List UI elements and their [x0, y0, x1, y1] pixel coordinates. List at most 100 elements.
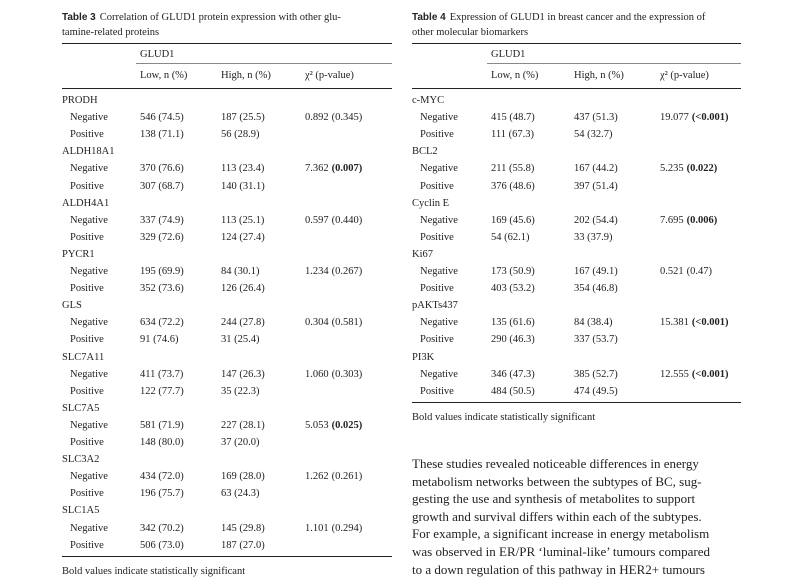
cell: 202 (54.4)	[574, 214, 618, 226]
cell: 138 (71.1)	[140, 129, 184, 141]
chi-stat: 5.235	[660, 163, 684, 175]
p-value: (0.025)	[331, 419, 363, 431]
chi-stat: 0.521	[660, 266, 684, 277]
paragraph-line: These studies revealed noticeable differ…	[412, 456, 699, 471]
p-value: (0.581)	[331, 317, 363, 329]
row-group: Cyclin E	[412, 197, 450, 209]
row-label: Negative	[420, 112, 458, 124]
cell: 54 (62.1)	[491, 231, 530, 243]
cell: 7.695 (0.006)	[660, 215, 717, 227]
row-label: Positive	[70, 539, 104, 551]
rule	[487, 63, 741, 64]
cell: 124 (27.4)	[221, 231, 265, 243]
cell: 346 (47.3)	[491, 368, 535, 380]
cell: 113 (23.4)	[221, 163, 265, 175]
cell: 0.521 (0.47)	[660, 266, 712, 278]
table-title-line: other molecular biomarkers	[412, 27, 529, 38]
cell: 5.235 (0.022)	[660, 163, 717, 175]
rule	[412, 43, 741, 44]
table-label: Table 4	[412, 12, 446, 23]
cell: 147 (26.3)	[221, 368, 265, 380]
cell: 385 (52.7)	[574, 368, 618, 380]
group-header: GLUD1	[491, 49, 526, 60]
chi-stat: 1.234	[305, 266, 329, 277]
p-value: (0.440)	[331, 214, 363, 226]
row-label: Positive	[70, 180, 104, 192]
rule	[412, 88, 741, 89]
row-group: c-MYC	[412, 95, 445, 106]
p-value: (0.47)	[686, 266, 712, 277]
table-title-line: Expression of GLUD1 in breast cancer and…	[449, 12, 706, 23]
cell: 342 (70.2)	[140, 522, 184, 534]
row-label: Positive	[420, 385, 454, 397]
p-value: (<0.001)	[691, 368, 729, 380]
cell: 211 (55.8)	[491, 163, 535, 175]
cell: 63 (24.3)	[221, 488, 260, 500]
cell: 1.234 (0.267)	[305, 266, 362, 278]
cell: 329 (72.6)	[140, 231, 184, 243]
chi-stat: 15.381	[660, 317, 689, 329]
cell: 484 (50.5)	[491, 385, 535, 397]
chi-stat: 7.362	[305, 163, 329, 175]
row-label: Positive	[420, 231, 454, 243]
row-label: Negative	[70, 112, 108, 124]
column-header: Low, n (%)	[140, 70, 188, 81]
cell: 111 (67.3)	[491, 129, 534, 141]
row-label: Negative	[70, 471, 108, 483]
cell: 84 (38.4)	[574, 317, 613, 329]
p-value: (0.022)	[686, 163, 718, 175]
chi-stat: 1.262	[305, 471, 329, 483]
cell: 167 (44.2)	[574, 163, 618, 175]
cell: 169 (28.0)	[221, 471, 265, 483]
footnote: Bold values indicate statistically signi…	[62, 565, 246, 577]
row-label: Negative	[420, 214, 458, 226]
cell: 307 (68.7)	[140, 180, 184, 192]
paragraph-line: to a down regulation of this pathway in …	[412, 561, 705, 577]
chi-stat: 5.053	[305, 419, 329, 431]
cell: 411 (73.7)	[140, 368, 184, 380]
row-label: Positive	[70, 231, 104, 243]
cell: 434 (72.0)	[140, 471, 184, 483]
cell: 370 (76.6)	[140, 163, 184, 175]
row-label: Positive	[420, 180, 454, 192]
cell: 474 (49.5)	[574, 385, 618, 397]
group-header: GLUD1	[140, 49, 175, 60]
cell: 397 (51.4)	[574, 180, 618, 192]
cell: 352 (73.6)	[140, 283, 184, 295]
chi-stat: 1.060	[305, 368, 329, 380]
cell: 167 (49.1)	[574, 266, 618, 277]
cell: 290 (46.3)	[491, 334, 535, 346]
cell: 54 (32.7)	[574, 129, 613, 141]
cell: 35 (22.3)	[221, 385, 260, 397]
row-label: Positive	[420, 283, 454, 295]
cell: 506 (73.0)	[140, 539, 184, 551]
chi-stat: 7.695	[660, 214, 684, 226]
cell: 376 (48.6)	[491, 180, 535, 192]
row-group: Ki67	[412, 248, 433, 260]
row-label: Positive	[70, 283, 104, 295]
rule	[62, 555, 392, 557]
row-label: Positive	[420, 334, 454, 346]
cell: 7.362 (0.007)	[305, 163, 362, 175]
row-label: Negative	[70, 317, 108, 329]
footnote: Bold values indicate statistically signi…	[412, 411, 596, 423]
cell: 113 (25.1)	[221, 214, 265, 226]
rule	[62, 43, 392, 44]
row-label: Negative	[70, 419, 108, 431]
cell: 337 (74.9)	[140, 214, 184, 226]
cell: 173 (50.9)	[491, 266, 535, 277]
row-label: Negative	[70, 522, 108, 534]
chi-stat: 0.892	[305, 112, 329, 124]
row-group: SLC1A5	[62, 505, 100, 517]
table-label: Table 3	[62, 12, 96, 23]
row-group: ALDH4A1	[62, 197, 110, 209]
cell: 403 (53.2)	[491, 283, 535, 295]
p-value: (0.303)	[331, 368, 363, 380]
cell: 56 (28.9)	[221, 129, 260, 141]
p-value: (0.294)	[331, 522, 363, 534]
row-label: Negative	[70, 163, 108, 175]
table-title-line: tamine-related proteins	[62, 27, 160, 38]
p-value: (0.006)	[686, 214, 718, 226]
cell: 5.053 (0.025)	[305, 420, 362, 432]
cell: 122 (77.7)	[140, 385, 184, 397]
